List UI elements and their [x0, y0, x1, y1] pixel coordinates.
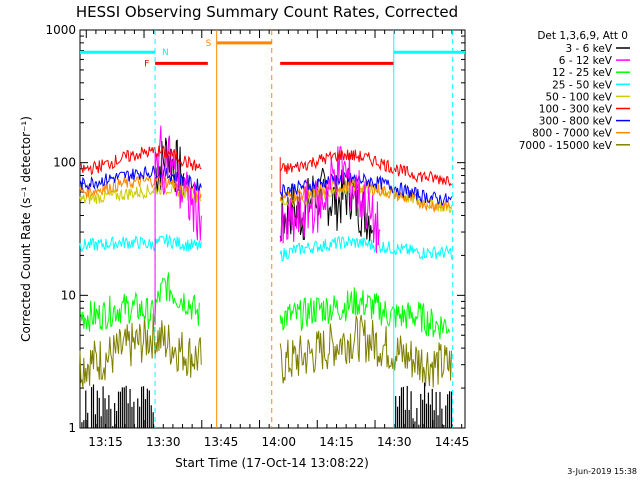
- plot-frame: [79, 29, 466, 429]
- series-line-6-12-kev: [279, 145, 381, 254]
- series-line-100-300-kev: [79, 144, 202, 176]
- legend-label: 100 - 300 keV: [539, 104, 613, 116]
- x-tick-label: 14:30: [377, 435, 412, 449]
- series-line-25-50-kev: [79, 234, 202, 253]
- x-tick-label: 14:00: [261, 435, 296, 449]
- y-axis-label: Corrected Count Rate (s⁻¹ detector⁻¹): [19, 116, 33, 342]
- x-tick-label: 13:15: [88, 435, 123, 449]
- series-line-25-50-kev: [279, 235, 452, 262]
- x-tick-labels: 13:15 13:30 13:45 14:00 14:15 14:30 14:45: [88, 435, 469, 449]
- legend-label: 12 - 25 keV: [552, 67, 613, 79]
- y-tick-label: 100: [53, 156, 76, 170]
- legend-label: 6 - 12 keV: [559, 55, 613, 67]
- saa-marker-label: S: [206, 39, 212, 49]
- legend-label: 3 - 6 keV: [565, 43, 612, 55]
- legend-label: 50 - 100 keV: [545, 91, 612, 103]
- night-marker-label: N: [162, 48, 169, 58]
- flare-marker-label: F: [144, 59, 149, 69]
- series-line-12-25-kev: [279, 287, 451, 340]
- y-tick-label: 1: [68, 421, 76, 435]
- y-tick-labels: 1 10 100 1000: [45, 23, 76, 435]
- y-tick-label: 10: [61, 288, 76, 302]
- series-line-300-800-kev: [279, 171, 452, 206]
- series-line-300-800-kev: [79, 165, 202, 193]
- x-axis-label: Start Time (17-Oct-14 13:08:22): [175, 456, 369, 470]
- chart-title: HESSI Observing Summary Count Rates, Cor…: [76, 3, 458, 21]
- date-stamp: 3-Jun-2019 15:38: [567, 467, 637, 476]
- legend-title: Det 1,3,6,9, Att 0: [537, 30, 628, 42]
- series-line-12-25-kev: [79, 272, 200, 332]
- x-tick-label: 14:45: [435, 435, 470, 449]
- legend-label: 300 - 800 keV: [539, 116, 613, 128]
- x-tick-label: 14:15: [319, 435, 354, 449]
- series-line-6-12-kev: [154, 125, 202, 241]
- legend-label: 25 - 50 keV: [552, 79, 613, 91]
- series-line-7000-15000-kev: [79, 313, 202, 388]
- series-layer: [79, 125, 453, 428]
- series-line-800-7000-kev: [279, 179, 452, 214]
- series-line-100-300-kev: [279, 149, 452, 187]
- axis-ticks: [80, 30, 465, 429]
- x-tick-label: 13:30: [146, 435, 181, 449]
- legend-label: 7000 - 15000 keV: [519, 140, 613, 152]
- legend-label: 800 - 7000 keV: [532, 128, 613, 140]
- annotation-layer: N F S: [80, 30, 465, 428]
- x-tick-label: 13:45: [204, 435, 239, 449]
- series-line-7000-15000-kev: [279, 314, 452, 388]
- y-tick-label: 1000: [45, 23, 76, 37]
